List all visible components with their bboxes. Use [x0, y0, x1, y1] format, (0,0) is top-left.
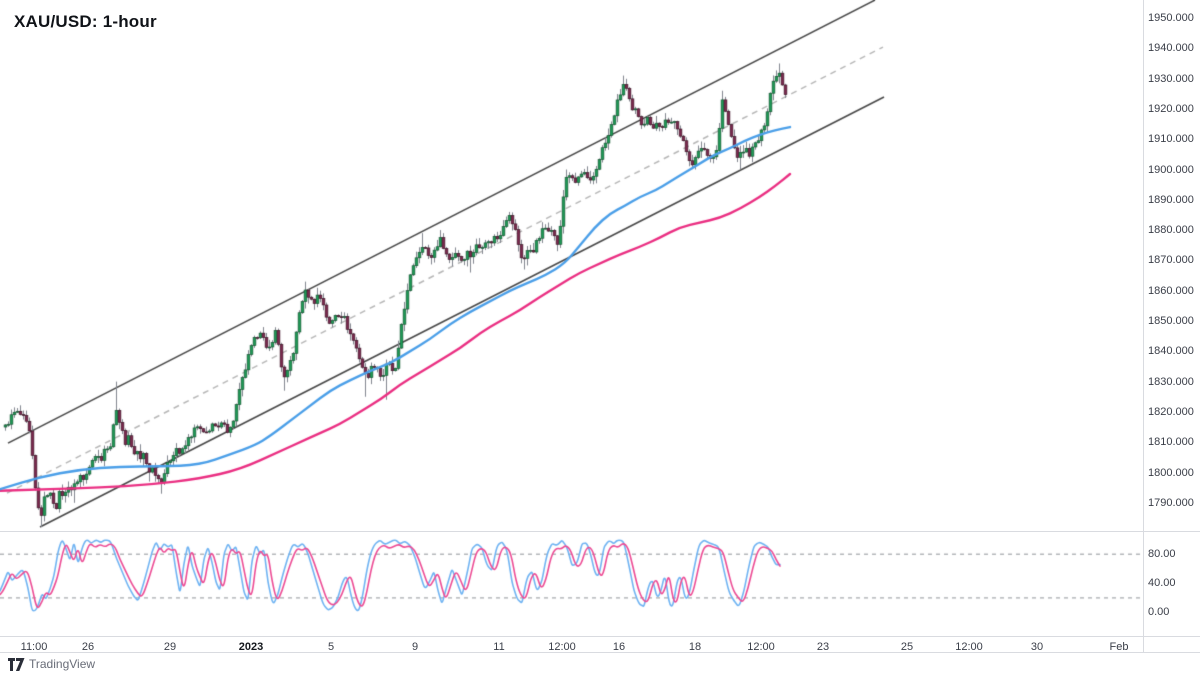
chart-title: XAU/USD: 1-hour: [14, 12, 157, 31]
price-axis-label: 1900.000: [1148, 163, 1194, 176]
price-axis-label: 1860.000: [1148, 284, 1194, 297]
price-axis-label: 1930.000: [1148, 72, 1194, 85]
price-axis-label: 1840.000: [1148, 345, 1194, 358]
tradingview-logo[interactable]: TradingView: [8, 657, 95, 671]
price-axis-label: 1950.000: [1148, 12, 1194, 24]
price-axis-label: 1850.000: [1148, 315, 1194, 327]
price-axis-label: 1870.000: [1148, 254, 1194, 267]
time-axis-label: 26: [81, 641, 95, 653]
price-axis-label: 1790.000: [1148, 496, 1194, 509]
time-axis-label: 16: [612, 641, 626, 653]
price-axis-label: 1820.000: [1148, 405, 1194, 418]
stoch-axis-label: 0.00: [1148, 606, 1170, 618]
time-axis-label: Feb: [1109, 641, 1129, 653]
stoch-axis-label: 80.00: [1148, 547, 1176, 560]
time-axis-label: 5: [327, 641, 335, 653]
time-axis-label: 11: [493, 641, 505, 653]
tradingview-label: TradingView: [29, 657, 96, 671]
time-axis-label: 18: [688, 641, 702, 653]
pane-divider-price-stoch[interactable]: [0, 531, 1200, 532]
time-axis-label: 12:00: [955, 641, 983, 653]
tradingview-mark-icon: [8, 657, 25, 671]
price-axis-label: 1940.000: [1148, 42, 1194, 55]
time-axis-label: 25: [900, 641, 914, 653]
price-axis-label: 1910.000: [1148, 133, 1194, 146]
price-axis-label: 1810.000: [1148, 436, 1194, 449]
pane-divider-stoch-timeaxis: [0, 636, 1200, 637]
price-axis-label: 1800.000: [1148, 466, 1194, 479]
time-axis-label: 30: [1030, 641, 1044, 653]
price-axis-label: 1890.000: [1148, 193, 1194, 206]
time-axis-label: 9: [411, 641, 419, 653]
stoch-axis-label: 40.00: [1148, 576, 1176, 589]
price-axis-label: 1830.000: [1148, 375, 1194, 388]
time-axis-label: 23: [816, 641, 830, 653]
chart-bottom-border: [0, 652, 1200, 653]
time-axis-label: 11:00: [20, 641, 48, 653]
price-axis-label: 1880.000: [1148, 224, 1194, 237]
time-axis-label: 2023: [238, 641, 264, 653]
price-axis-label: 1920.000: [1148, 102, 1194, 115]
price-axis-divider: [1143, 0, 1144, 652]
time-axis-label: 29: [163, 641, 177, 653]
time-axis-label: 12:00: [548, 641, 576, 653]
time-axis-label: 12:00: [747, 641, 775, 653]
